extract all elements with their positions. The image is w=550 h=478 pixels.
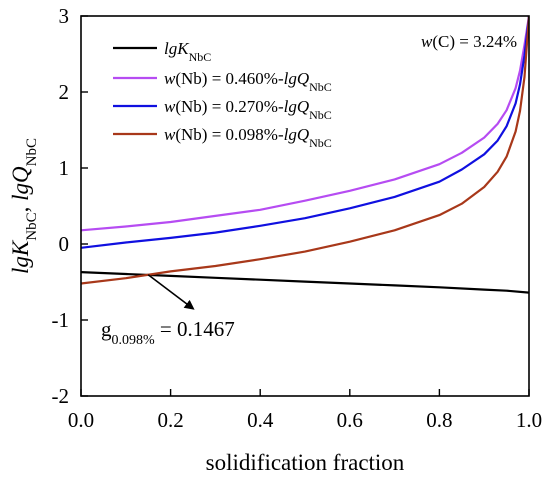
y-tick-label: 2 xyxy=(59,80,70,104)
text-part: NbC xyxy=(189,50,212,64)
text-part: 0.098% xyxy=(112,333,156,348)
x-tick-label: 0.4 xyxy=(247,408,274,432)
text-part: lgQ xyxy=(8,166,33,201)
text-part: NbC xyxy=(24,138,40,166)
x-tick-label: 0.0 xyxy=(68,408,94,432)
annotations: w(C) = 3.24%g0.098% = 0.1467 xyxy=(101,32,517,348)
text-part: w xyxy=(421,32,433,51)
x-tick-label: 0.8 xyxy=(426,408,452,432)
y-tick-label: 3 xyxy=(59,4,70,28)
x-axis-label: solidification fraction xyxy=(206,450,405,475)
x-tick-label: 0.6 xyxy=(337,408,363,432)
text-part: lgK xyxy=(8,239,33,274)
series-line-1 xyxy=(81,16,529,232)
text-part: w xyxy=(164,125,176,144)
legend-label-3: w(Nb) = 0.098%-lgQNbC xyxy=(164,125,332,150)
text-part: NbC xyxy=(24,212,40,240)
tick-layer: 0.0 0.2 0.4 0.6 0.8 1.0 -2 -1 0 1 2 3 xyxy=(52,4,543,432)
intersection-annotation: g0.098% = 0.1467 xyxy=(101,317,235,348)
x-tick-label: 1.0 xyxy=(516,408,542,432)
text-part: lgQ xyxy=(284,125,310,144)
intersection-arrow xyxy=(147,274,195,310)
y-tick-label: -1 xyxy=(52,308,70,332)
y-tick-label: -2 xyxy=(52,384,70,408)
composition-annotation: w(C) = 3.24% xyxy=(421,32,517,51)
text-part: (Nb) = 0.098%- xyxy=(175,125,284,144)
legend-label-0: lgKNbC xyxy=(164,39,211,64)
text-part: lgK xyxy=(164,39,190,58)
y-axis-label: lgKNbC, lgQNbC xyxy=(8,138,40,274)
text-part: = 0.1467 xyxy=(155,317,235,341)
text-part: lgQ xyxy=(284,69,310,88)
text-part: (C) = 3.24% xyxy=(432,32,517,51)
text-part: (Nb) = 0.270%- xyxy=(175,97,284,116)
series-line-2 xyxy=(81,16,529,249)
text-part: lgQ xyxy=(284,97,310,116)
text-part: NbC xyxy=(309,80,332,94)
text-part: NbC xyxy=(309,136,332,150)
series-line-3 xyxy=(81,16,529,285)
text-part: NbC xyxy=(309,108,332,122)
x-tick-label: 0.2 xyxy=(157,408,183,432)
legend-label-2: w(Nb) = 0.270%-lgQNbC xyxy=(164,97,332,122)
y-tick-label: 1 xyxy=(59,156,70,180)
series-line-0 xyxy=(81,271,529,294)
text-part: w xyxy=(164,97,176,116)
text-part: (Nb) = 0.460%- xyxy=(175,69,284,88)
legend-label-1: w(Nb) = 0.460%-lgQNbC xyxy=(164,69,332,94)
text-part: g xyxy=(101,317,112,341)
series-layer xyxy=(81,16,529,294)
plot-frame xyxy=(80,15,530,397)
y-tick-label: 0 xyxy=(59,232,70,256)
text-part: w xyxy=(164,69,176,88)
text-part: , xyxy=(8,201,33,213)
